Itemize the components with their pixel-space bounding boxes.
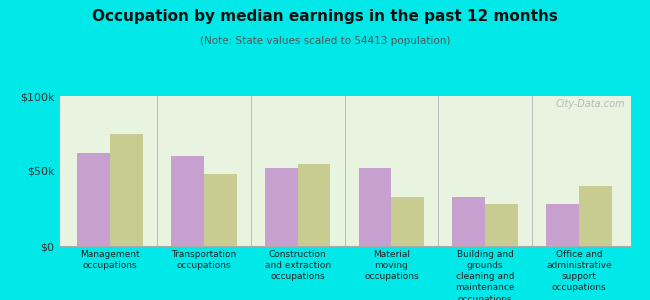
Bar <box>391 196 424 246</box>
Bar <box>204 174 237 246</box>
Bar <box>452 196 485 246</box>
Bar <box>485 204 518 246</box>
Text: Occupation by median earnings in the past 12 months: Occupation by median earnings in the pas… <box>92 9 558 24</box>
Bar <box>579 186 612 246</box>
Text: City-Data.com: City-Data.com <box>555 99 625 109</box>
Bar <box>298 164 330 246</box>
Bar <box>110 134 143 246</box>
Bar <box>359 168 391 246</box>
Bar <box>77 153 110 246</box>
Text: (Note: State values scaled to 54413 population): (Note: State values scaled to 54413 popu… <box>200 36 450 46</box>
Bar <box>546 204 579 246</box>
Bar <box>265 168 298 246</box>
Bar <box>171 156 204 246</box>
